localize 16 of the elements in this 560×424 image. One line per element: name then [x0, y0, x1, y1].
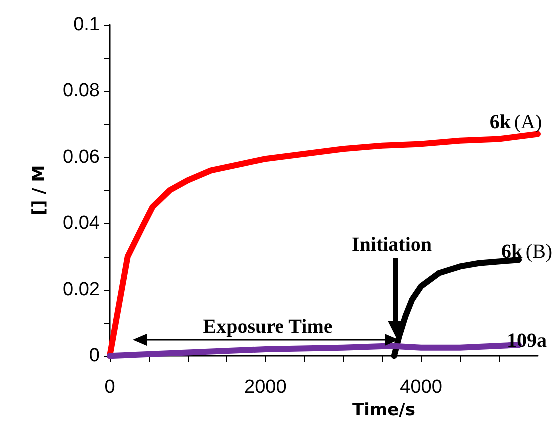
y-axis-title: [] / M [30, 165, 50, 216]
y-tick-label: 0.1 [74, 14, 100, 36]
annotation: Initiation [352, 234, 432, 256]
y-tick-label: 0.08 [63, 80, 100, 102]
x-axis-title: Time/s [352, 400, 416, 420]
x-tick-label: 2000 [244, 377, 287, 398]
y-tick-label: 0.02 [63, 279, 100, 300]
series-label: 6k (B) [501, 241, 553, 264]
y-tick-label: 0.06 [63, 146, 100, 168]
y-tick-label: 0 [89, 346, 100, 367]
x-tick-label: 0 [104, 377, 116, 398]
series-label: 6k (A) [490, 111, 542, 134]
y-tick-label: 0.04 [63, 213, 100, 234]
annotation: Exposure Time [203, 316, 333, 338]
series-label: 109a [507, 330, 548, 352]
x-tick-label: 4000 [400, 377, 442, 398]
